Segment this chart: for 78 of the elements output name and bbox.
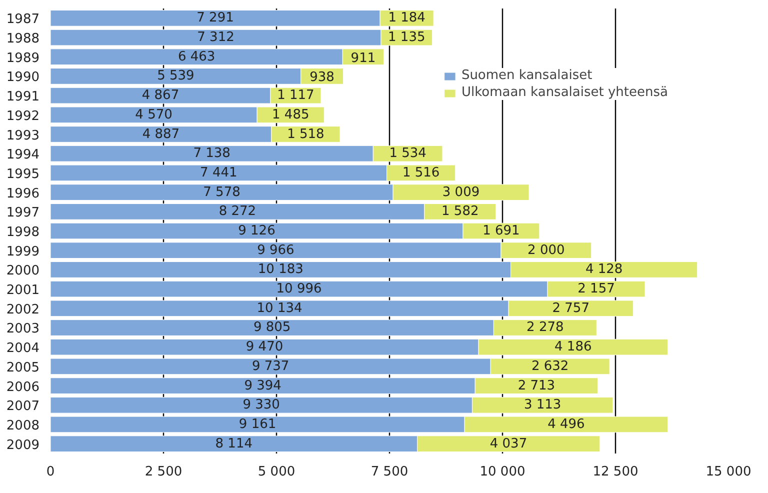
y-tick-label: 1987 [6, 12, 40, 28]
x-tick-label: 5 000 [258, 464, 296, 480]
data-label: 4 496 [548, 416, 585, 432]
data-label: 938 [310, 70, 334, 86]
data-label: 1 518 [287, 126, 324, 142]
data-label: 1 135 [388, 30, 426, 46]
y-tick-label: 1999 [6, 244, 40, 260]
x-tick-label: 15 000 [706, 464, 752, 480]
data-label: 4 128 [585, 262, 623, 278]
y-tick-label: 1996 [6, 186, 40, 202]
data-label: 1 582 [442, 204, 479, 220]
data-label: 7 441 [200, 165, 238, 180]
data-label: 9 330 [242, 398, 280, 413]
y-tick-label: 2005 [6, 360, 40, 376]
data-label: 4 037 [490, 436, 528, 452]
data-label: 1 117 [277, 88, 314, 104]
data-label: 9 966 [257, 242, 294, 258]
data-label: 3 009 [442, 184, 480, 200]
legend-label: Suomen kansalaiset [461, 68, 592, 83]
data-label: 4 867 [142, 88, 180, 104]
data-label: 5 539 [157, 68, 194, 84]
data-label: 2 000 [528, 242, 565, 258]
data-label: 4 570 [135, 107, 172, 122]
data-label: 1 534 [389, 146, 426, 162]
x-tick-label: 0 [46, 464, 55, 480]
data-label: 7 291 [196, 10, 234, 26]
y-tick-label: 1993 [6, 128, 40, 144]
y-tick-label: 2003 [6, 322, 40, 337]
data-label: 9 394 [244, 378, 282, 394]
y-tick-label: 2006 [6, 380, 40, 395]
data-label: 2 757 [552, 300, 590, 316]
x-tick-label: 7 500 [370, 464, 408, 480]
data-label: 2 157 [578, 282, 615, 297]
data-label: 9 805 [253, 320, 291, 336]
data-label: 7 578 [203, 184, 240, 200]
y-tick-label: 2008 [6, 418, 40, 434]
data-label: 2 713 [518, 378, 556, 394]
data-label: 4 887 [142, 126, 180, 142]
y-tick-label: 1992 [6, 108, 40, 124]
x-tick-label: 2 500 [144, 464, 182, 480]
y-tick-label: 2000 [6, 264, 40, 279]
data-label: 1 516 [402, 165, 440, 180]
y-tick-label: 1989 [6, 50, 40, 66]
data-label: 9 737 [252, 358, 290, 374]
y-tick-label: 1990 [6, 70, 40, 86]
data-label: 1 184 [388, 10, 426, 26]
y-tick-label: 1997 [6, 206, 40, 221]
y-tick-label: 1988 [6, 32, 40, 47]
y-tick-label: 2004 [6, 341, 40, 356]
data-label: 1 691 [482, 224, 520, 238]
x-tick-label: 10 000 [480, 464, 526, 480]
data-label: 10 183 [258, 262, 304, 278]
data-label: 10 134 [256, 300, 302, 316]
data-label: 911 [350, 50, 376, 66]
data-label: 6 463 [178, 49, 216, 64]
legend-label: Ulkomaan kansalaiset yhteensä [461, 85, 668, 100]
y-tick-label: 1995 [6, 166, 40, 182]
data-label: 4 186 [554, 340, 592, 355]
data-label: 8 272 [218, 204, 256, 220]
data-label: 2 632 [531, 358, 569, 374]
data-label: 2 278 [526, 320, 564, 336]
data-label: 7 138 [193, 146, 230, 162]
data-label: 9 470 [246, 340, 284, 355]
data-label: 10 996 [276, 282, 322, 297]
data-label: 8 114 [215, 436, 252, 452]
y-tick-label: 1998 [6, 225, 40, 240]
y-tick-label: 2007 [6, 399, 40, 414]
y-tick-label: 2001 [6, 283, 40, 298]
y-tick-label: 1991 [6, 90, 40, 105]
data-label: 9 126 [238, 224, 276, 238]
data-label: 9 161 [238, 416, 276, 432]
data-label: 3 113 [524, 398, 562, 413]
data-label: 7 312 [197, 30, 234, 46]
x-tick-label: 12 500 [592, 464, 638, 480]
y-tick-label: 2009 [6, 438, 40, 453]
y-tick-label: 2002 [6, 302, 40, 318]
y-tick-label: 1994 [6, 148, 40, 163]
data-label: 1 485 [272, 107, 310, 122]
